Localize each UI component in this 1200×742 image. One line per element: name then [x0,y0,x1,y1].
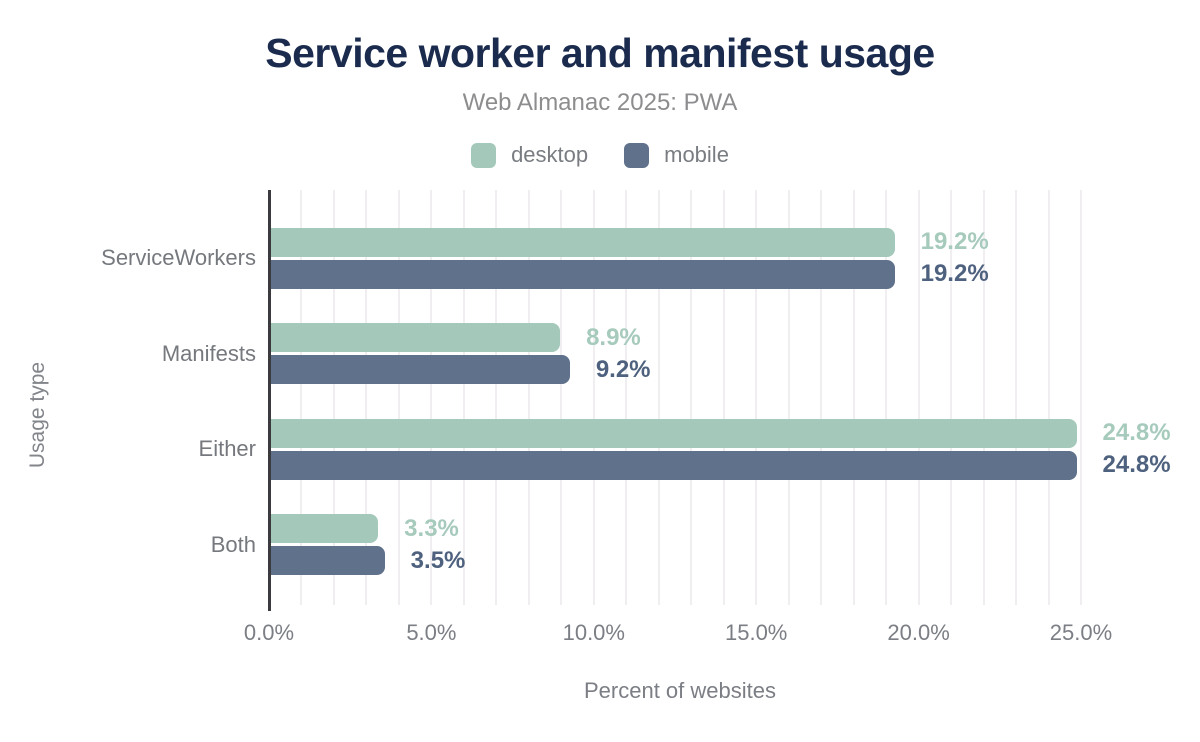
x-tick-label-10: 10.0% [562,620,625,645]
gridline [852,190,855,605]
gridline [1047,190,1050,605]
gridline [755,190,758,605]
gridline [690,190,693,605]
gridline [722,190,725,605]
value-label-both-mobile: 3.5% [410,546,466,574]
gridline [820,190,823,605]
gridline [560,190,563,605]
chart-subtitle: Web Almanac 2025: PWA [462,89,738,116]
legend-item-mobile: mobile [624,142,729,168]
value-label-serviceworkers-desktop: 19.2% [920,228,989,255]
bar-either-desktop [271,418,1077,448]
x-tick-label-20: 20.0% [887,620,950,645]
value-label-manifests-mobile: 9.2% [595,355,651,383]
bar-both-desktop [271,514,379,543]
x-axis-title: Percent of websites [584,678,776,703]
legend: desktop mobile [0,142,1200,168]
chart-title: Service worker and manifest usage [265,30,935,76]
gridline [950,190,953,605]
gridline [430,190,433,605]
category-label-both: Both [210,531,256,557]
gridline [657,190,660,605]
gridline [462,190,465,605]
bar-both-mobile [271,546,385,575]
gridline [495,190,498,605]
legend-swatch-desktop-icon [471,142,497,168]
legend-label-mobile: mobile [664,142,729,167]
bar-either-mobile [271,450,1077,480]
category-label-serviceworkers: ServiceWorkers [101,245,256,270]
gridline [332,190,335,605]
gridline [527,190,530,605]
gridline [300,190,303,605]
x-tick-label-25: 25.0% [1049,620,1113,645]
x-tick-label-0: 0.0% [243,620,295,645]
value-label-both-desktop: 3.3% [404,514,459,542]
value-label-manifests-desktop: 8.9% [586,323,641,351]
bar-manifests-desktop [271,323,561,352]
bar-manifests-mobile [271,355,570,384]
category-label-either: Either [198,436,256,461]
gridline [917,190,920,605]
legend-swatch-mobile-icon [624,142,650,168]
gridline [365,190,368,605]
bar-serviceworkers-mobile [271,259,895,289]
category-label-manifests: Manifests [161,340,256,366]
value-label-serviceworkers-mobile: 19.2% [920,260,989,287]
x-tick-label-15: 15.0% [724,620,788,645]
value-label-either-desktop: 24.8% [1102,419,1171,446]
gridline [982,190,985,605]
gridline [1015,190,1018,605]
gridline [592,190,595,605]
legend-item-desktop: desktop [471,142,588,168]
gridline [787,190,790,605]
bar-serviceworkers-desktop [271,227,895,257]
value-label-either-mobile: 24.8% [1102,451,1171,478]
x-tick-label-5: 5.0% [406,620,457,645]
gridline [625,190,628,605]
gridline [1080,190,1082,605]
gridline [397,190,400,605]
legend-label-desktop: desktop [511,142,589,167]
gridline [885,190,888,605]
y-axis-title: Usage type [26,361,49,469]
y-axis-line [267,190,271,611]
